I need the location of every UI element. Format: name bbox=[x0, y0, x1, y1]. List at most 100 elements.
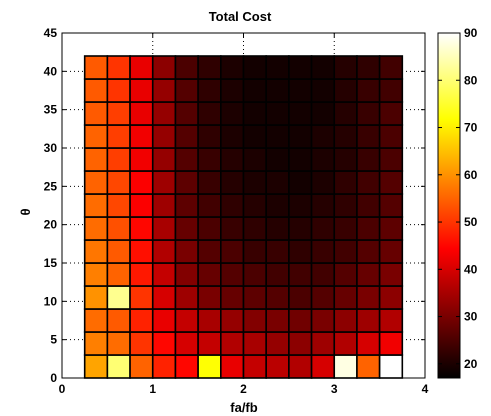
y-tick-label: 5 bbox=[50, 333, 57, 347]
heatmap-cell bbox=[242, 78, 267, 103]
heatmap-cell bbox=[265, 78, 290, 103]
heatmap-cell bbox=[288, 101, 313, 126]
heatmap-cell bbox=[197, 101, 222, 126]
heatmap-cell bbox=[356, 101, 381, 126]
heatmap-cell bbox=[356, 285, 381, 310]
colorbar-border bbox=[437, 32, 461, 379]
heatmap-cell bbox=[174, 216, 199, 241]
heatmap-cell bbox=[197, 354, 222, 379]
y-tick-label: 10 bbox=[44, 294, 58, 308]
heatmap-cell bbox=[356, 308, 381, 333]
y-tick-label: 30 bbox=[44, 141, 58, 155]
heatmap-cell bbox=[265, 216, 290, 241]
heatmap-cell bbox=[265, 55, 290, 80]
heatmap-cells bbox=[83, 55, 404, 379]
heatmap-cell bbox=[288, 239, 313, 264]
heatmap-cell bbox=[242, 354, 267, 379]
heatmap-cell bbox=[106, 308, 131, 333]
heatmap-cell bbox=[174, 147, 199, 172]
y-tick-label: 0 bbox=[50, 371, 57, 385]
heatmap-cell bbox=[378, 147, 404, 172]
heatmap-cell bbox=[288, 170, 313, 195]
heatmap-cell bbox=[151, 78, 177, 103]
heatmap-cell bbox=[288, 216, 313, 241]
heatmap-cell bbox=[197, 147, 222, 172]
heatmap-cell bbox=[242, 216, 267, 241]
heatmap-cell bbox=[174, 124, 199, 149]
heatmap-cell bbox=[197, 55, 222, 80]
heatmap-cell bbox=[197, 124, 222, 149]
heatmap-cell bbox=[151, 193, 177, 218]
heatmap-cell bbox=[242, 239, 267, 264]
heatmap-cell bbox=[356, 262, 381, 287]
heatmap-cell bbox=[310, 101, 336, 126]
heatmap-cell bbox=[288, 193, 313, 218]
heatmap-cell bbox=[333, 124, 358, 149]
heatmap-cell bbox=[129, 55, 154, 80]
heatmap-cell bbox=[220, 239, 245, 264]
heatmap-cell bbox=[333, 216, 358, 241]
heatmap-cell bbox=[129, 308, 154, 333]
heatmap-cell bbox=[129, 101, 154, 126]
heatmap-cell bbox=[83, 239, 109, 264]
heatmap-cell bbox=[242, 331, 267, 356]
heatmap-cell bbox=[106, 262, 131, 287]
heatmap-cell bbox=[83, 193, 109, 218]
heatmap-cell bbox=[220, 262, 245, 287]
heatmap-cell bbox=[151, 262, 177, 287]
heatmap-cell bbox=[174, 308, 199, 333]
heatmap-cell bbox=[129, 331, 154, 356]
heatmap-cell bbox=[333, 147, 358, 172]
heatmap-cell bbox=[197, 285, 222, 310]
heatmap-cell bbox=[106, 331, 131, 356]
heatmap-cell bbox=[356, 331, 381, 356]
heatmap-cell bbox=[220, 124, 245, 149]
heatmap-cell bbox=[151, 55, 177, 80]
heatmap-cell bbox=[106, 147, 131, 172]
heatmap-cell bbox=[265, 124, 290, 149]
heatmap-cell bbox=[83, 354, 109, 379]
heatmap-cell bbox=[106, 285, 131, 310]
heatmap-cell bbox=[242, 147, 267, 172]
heatmap-cell bbox=[378, 170, 404, 195]
heatmap-cell bbox=[288, 285, 313, 310]
y-tick-label: 20 bbox=[44, 218, 58, 232]
heatmap-cell bbox=[265, 354, 290, 379]
heatmap-cell bbox=[197, 193, 222, 218]
heatmap-cell bbox=[288, 308, 313, 333]
heatmap-cell bbox=[378, 331, 404, 356]
heatmap-cell bbox=[356, 124, 381, 149]
y-tick-label: 15 bbox=[44, 256, 58, 270]
heatmap-cell bbox=[378, 101, 404, 126]
heatmap-cell bbox=[265, 147, 290, 172]
heatmap-cell bbox=[83, 101, 109, 126]
heatmap-cell bbox=[378, 262, 404, 287]
colorbar-tick-label: 40 bbox=[464, 262, 478, 276]
y-axis-ticks: 0 5 10 15 20 25 30 35 40 45 bbox=[44, 26, 425, 385]
heatmap-cell bbox=[174, 78, 199, 103]
heatmap-cell bbox=[242, 124, 267, 149]
heatmap-cell bbox=[174, 262, 199, 287]
heatmap-cell bbox=[197, 308, 222, 333]
heatmap-cell bbox=[288, 78, 313, 103]
heatmap-cell bbox=[265, 285, 290, 310]
heatmap-cell bbox=[220, 147, 245, 172]
heatmap-cell bbox=[310, 285, 336, 310]
y-axis-label: θ bbox=[18, 208, 33, 215]
heatmap-cell bbox=[310, 331, 336, 356]
colorbar: 20 30 40 50 60 70 80 90 bbox=[437, 26, 478, 379]
heatmap-cell bbox=[378, 216, 404, 241]
heatmap-cell bbox=[310, 78, 336, 103]
heatmap-cell bbox=[83, 216, 109, 241]
heatmap-cell bbox=[310, 170, 336, 195]
colorbar-tick-label: 50 bbox=[464, 215, 478, 229]
heatmap-cell bbox=[106, 124, 131, 149]
heatmap-cell bbox=[83, 331, 109, 356]
heatmap-cell bbox=[356, 216, 381, 241]
heatmap-cell bbox=[265, 308, 290, 333]
heatmap-cell bbox=[265, 239, 290, 264]
heatmap-cell bbox=[106, 354, 131, 379]
heatmap-cell bbox=[151, 308, 177, 333]
heatmap-cell bbox=[220, 216, 245, 241]
